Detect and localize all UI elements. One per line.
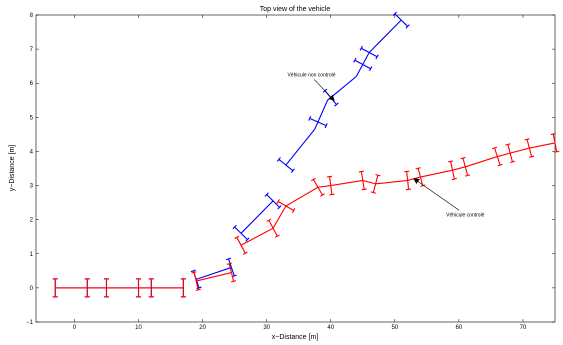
wheel-marker: [52, 278, 58, 298]
y-tick-label: 8: [30, 13, 34, 19]
wheel-marker: [550, 133, 560, 153]
wheel-marker: [308, 115, 328, 129]
wheel-marker: [404, 170, 412, 191]
plot-area: [35, 14, 556, 323]
y-tick-label: 6: [30, 81, 34, 87]
y-axis-label: y−Distance [m]: [9, 145, 16, 192]
wheel-marker: [359, 45, 379, 60]
x-tick-label: 10: [135, 325, 142, 331]
x-axis-label: x−Distance [m]: [272, 334, 319, 341]
wheel-marker: [226, 262, 237, 283]
wheel-marker: [148, 278, 154, 298]
wheel-marker: [415, 167, 426, 187]
y-tick-label: 7: [30, 47, 34, 53]
series-line: [196, 266, 232, 280]
x-tick-label: 40: [327, 325, 334, 331]
chart-title: Top view of the vehicle: [260, 6, 331, 13]
x-tick-label: 30: [263, 325, 270, 331]
wheel-marker: [232, 224, 250, 242]
wheel-marker: [370, 173, 381, 194]
wheel-marker: [276, 199, 296, 213]
wheel-marker: [266, 218, 280, 238]
wheel-marker: [358, 170, 367, 191]
x-tick-label: 70: [520, 325, 527, 331]
annotation-0: Véhicule non controlé: [287, 72, 336, 102]
series-layer: [52, 11, 560, 298]
x-tick-label: 0: [73, 325, 77, 331]
wheel-marker: [353, 57, 373, 72]
wheel-marker: [524, 138, 535, 158]
annotation-label: Véhicule controlé: [446, 212, 485, 218]
wheel-marker: [191, 271, 201, 291]
wheel-marker: [327, 175, 335, 196]
series-line: [240, 200, 274, 234]
annotation-1: Véhicule controlé: [413, 178, 485, 218]
y-tick-label: 1: [30, 252, 34, 258]
axis-ticks: 0 10 20 30 40 50 60 70 −1 0 1 2 3 4 5 6 7 8: [26, 13, 555, 331]
wheel-marker: [505, 143, 516, 164]
y-tick-label: −1: [26, 320, 34, 326]
wheel-marker: [276, 157, 295, 174]
x-tick-label: 60: [456, 325, 463, 331]
y-tick-label: 3: [30, 184, 34, 190]
series-line: [196, 272, 232, 282]
annotation-arrow: [313, 79, 335, 102]
y-tick-label: 0: [30, 286, 34, 292]
y-tick-label: 2: [30, 218, 34, 224]
wheel-marker: [310, 177, 325, 197]
wheel-marker: [264, 192, 282, 210]
wheel-marker: [84, 278, 90, 298]
annotation-arrow: [413, 178, 460, 211]
wheel-marker: [234, 235, 248, 255]
y-tick-label: 4: [30, 149, 34, 155]
annotation-label: Véhicule non controlé: [287, 72, 335, 78]
wheel-marker: [136, 278, 142, 298]
x-tick-label: 50: [391, 325, 398, 331]
x-tick-label: 20: [199, 325, 206, 331]
wheel-marker: [103, 278, 109, 298]
annotations-layer: Véhicule non controlé Véhicule controlé: [287, 72, 484, 218]
wheel-marker: [492, 146, 503, 167]
wheel-marker: [392, 11, 410, 29]
wheel-marker: [460, 156, 471, 177]
series-1: [52, 133, 560, 298]
wheel-marker: [180, 278, 186, 298]
series-line: [285, 19, 402, 166]
y-tick-label: 5: [30, 115, 34, 121]
wheel-marker: [448, 160, 457, 181]
